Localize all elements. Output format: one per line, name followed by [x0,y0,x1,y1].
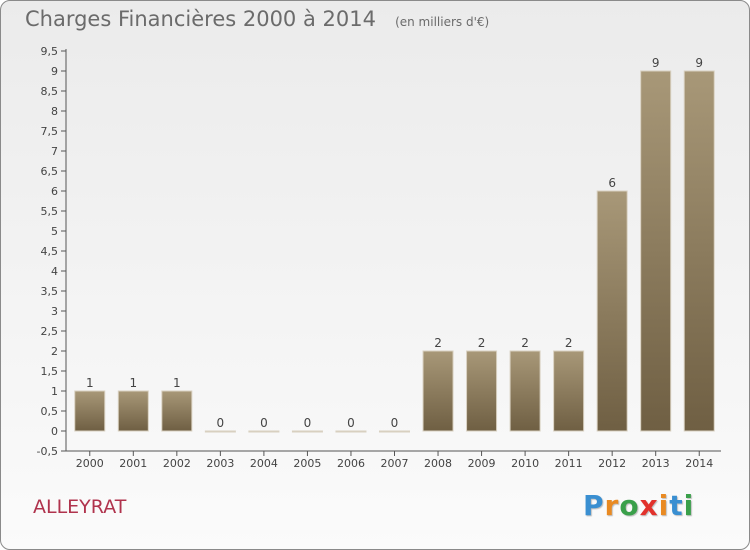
bar-value-label: 2 [434,336,442,350]
bar [509,350,541,432]
bar-value-label: 0 [347,416,355,430]
x-tick-label: 2011 [555,457,583,470]
logo-letter: P [583,489,605,522]
y-tick-label: 7 [51,145,58,158]
proxiti-logo[interactable]: Proxiti [583,489,694,522]
y-tick-label: 8 [51,105,58,118]
y-tick-label: 3 [51,305,58,318]
chart-title: Charges Financières 2000 à 2014 [25,7,376,31]
y-tick-label: 6 [51,185,58,198]
x-tick-label: 2003 [206,457,234,470]
y-tick-label: 9,5 [41,45,59,58]
y-tick-label: 1,5 [41,365,59,378]
title-row: Charges Financières 2000 à 2014 (en mill… [25,7,489,31]
bar-value-label: 2 [521,336,529,350]
bar [379,430,410,433]
y-tick-label: 4,5 [41,245,59,258]
bar-value-label: 1 [129,376,137,390]
bar-value-label: 1 [86,376,94,390]
y-tick-label: 9 [51,65,58,78]
bar [204,430,236,433]
y-tick-label: 6,5 [41,165,59,178]
x-tick-label: 2002 [163,457,191,470]
y-tick-label: 7,5 [41,125,59,138]
x-tick-label: 2006 [337,457,365,470]
bar [161,390,193,432]
bar-value-label: 9 [695,56,703,70]
x-tick-label: 2005 [293,457,321,470]
bar-value-label: 0 [391,416,399,430]
bar [335,430,367,433]
x-tick-label: 2010 [511,457,539,470]
bar [553,350,585,432]
bar [248,430,280,433]
chart-subtitle: (en milliers d'€) [395,15,490,29]
x-tick-label: 2007 [381,457,409,470]
y-tick-label: 1 [51,385,58,398]
x-tick-label: 2004 [250,457,278,470]
bar [291,430,323,433]
bar-value-label: 0 [217,416,225,430]
bar [640,70,672,432]
logo-letter: i [683,489,695,522]
place-name: ALLEYRAT [33,496,127,518]
y-tick-label: 8,5 [41,85,59,98]
y-tick-label: 0,5 [41,405,59,418]
bar [466,350,498,432]
y-tick-label: 2,5 [41,325,59,338]
y-tick-label: 4 [51,265,58,278]
logo-letter: r [604,489,620,522]
logo-letter: o [619,489,640,522]
y-tick-label: 5,5 [41,205,59,218]
bar-value-label: 0 [260,416,268,430]
x-tick-label: 2008 [424,457,452,470]
bar [74,390,106,432]
x-tick-label: 2014 [685,457,713,470]
bar-value-label: 0 [304,416,312,430]
y-tick-label: -0,5 [37,445,58,458]
bar [422,350,454,432]
bar-value-label: 9 [652,56,660,70]
x-tick-label: 2001 [119,457,147,470]
bar-value-label: 2 [565,336,573,350]
y-tick-label: 2 [51,345,58,358]
x-tick-label: 2000 [76,457,104,470]
x-tick-label: 2009 [468,457,496,470]
bar-value-label: 6 [608,176,616,190]
bar-value-label: 1 [173,376,181,390]
y-tick-label: 0 [51,425,58,438]
x-tick-label: 2012 [598,457,626,470]
logo-letter: i [658,489,670,522]
y-tick-label: 5 [51,225,58,238]
bar-value-label: 2 [478,336,486,350]
bar [683,70,715,432]
bar [596,190,628,432]
logo-letter: x [639,489,659,522]
bar [117,390,149,432]
x-tick-label: 2013 [642,457,670,470]
y-tick-label: 3,5 [41,285,59,298]
logo-letter: t [669,489,684,522]
